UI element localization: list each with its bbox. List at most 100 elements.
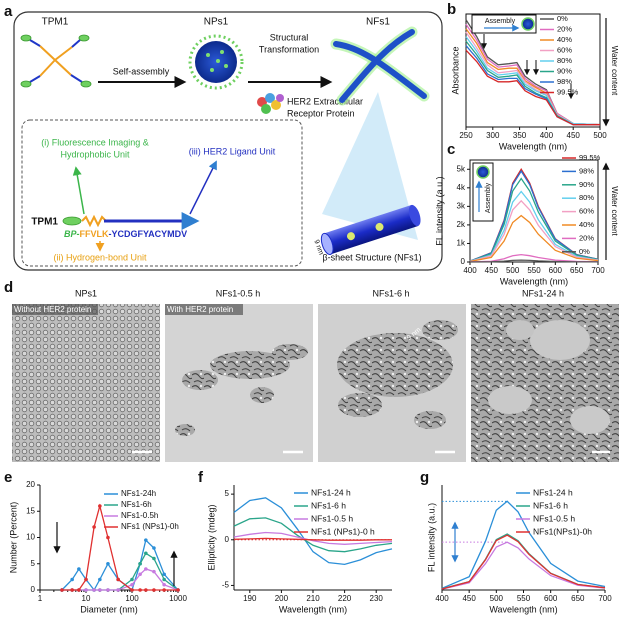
y-tick-label: 0 xyxy=(31,585,36,594)
marker xyxy=(130,582,134,587)
x-tick-label: 1 xyxy=(38,594,43,603)
marker xyxy=(77,567,81,571)
marker xyxy=(152,546,156,550)
x-tick-label: 700 xyxy=(591,266,605,275)
legend-label: 60% xyxy=(557,45,572,54)
annotation: Assembly xyxy=(485,18,516,25)
x-axis-label: Wavelength (nm) xyxy=(279,604,347,614)
marker xyxy=(92,525,96,529)
legend-label: NFs1-6 h xyxy=(533,500,568,510)
y-tick-label: 5 xyxy=(225,489,230,498)
y-axis-label: Number (Percent) xyxy=(8,502,18,574)
ffvlk-unit xyxy=(81,214,107,228)
marker xyxy=(162,588,166,592)
y-tick-label: 20 xyxy=(26,480,35,489)
marker xyxy=(144,588,148,592)
image-title: NFs1-6 h xyxy=(372,288,409,298)
label: TPM1 xyxy=(31,217,58,228)
label: (iii) HER2 Ligand Unit xyxy=(189,146,276,156)
label: HER2 Extracellular xyxy=(287,96,363,106)
cylinder xyxy=(320,204,421,255)
zoom-cone xyxy=(322,92,418,240)
marker xyxy=(116,588,120,592)
legend-label: 40% xyxy=(557,35,572,44)
series-line xyxy=(469,169,599,262)
x-tick-label: 700 xyxy=(598,594,612,603)
series-line xyxy=(233,537,392,541)
panel-label: d xyxy=(4,279,13,296)
legend-label: NFs1(NPs1)-0h xyxy=(533,526,592,536)
x-tick-label: 450 xyxy=(567,131,581,140)
x-tick-label: 450 xyxy=(485,266,499,275)
marker xyxy=(84,577,88,582)
legend-label: 99.5% xyxy=(579,153,601,162)
marker xyxy=(152,556,156,561)
x-tick-label: 400 xyxy=(435,594,449,603)
label: (ii) Hydrogen-bond Unit xyxy=(53,252,147,262)
y-tick-label: 1k xyxy=(457,239,466,248)
image-note: Without HER2 protein xyxy=(14,305,91,314)
marker xyxy=(176,588,180,592)
x-axis-label: Diameter (nm) xyxy=(80,604,138,614)
x-tick-label: 1000 xyxy=(169,594,187,603)
marker xyxy=(144,567,148,571)
y-tick-label: 5k xyxy=(457,164,466,173)
panel-a: TPM1 NPs1 NFs1 Self-assembly Structural … xyxy=(13,11,443,271)
series-line xyxy=(465,28,601,126)
sequence: BP-FFVLK-YCDGFYACYMDV xyxy=(64,229,187,239)
series-line xyxy=(61,538,179,592)
x-tick-label: 550 xyxy=(527,266,541,275)
arrow xyxy=(189,160,217,215)
marker xyxy=(116,577,120,582)
series-line xyxy=(441,533,606,590)
x-tick-label: 500 xyxy=(593,131,607,140)
panel-label: a xyxy=(4,3,13,20)
panel-label: c xyxy=(447,141,455,158)
y-tick-label: -5 xyxy=(222,581,230,590)
series-line xyxy=(469,214,599,263)
label: NFs1 xyxy=(366,17,390,28)
marker xyxy=(144,551,148,556)
bp-unit xyxy=(62,216,82,226)
series-line xyxy=(465,49,600,126)
label: Transformation xyxy=(259,44,319,54)
plot-frame xyxy=(465,13,601,128)
y-tick-label: 4k xyxy=(457,183,466,192)
legend-label: 20% xyxy=(579,233,594,242)
series-line xyxy=(465,40,600,126)
x-tick-label: 100 xyxy=(125,594,139,603)
legend-label: NFs1-0.5h xyxy=(121,511,158,520)
label: β-sheet Structure (NFs1) xyxy=(322,252,421,262)
legend-label: 98% xyxy=(557,77,572,86)
inset-sphere xyxy=(476,165,490,179)
y-tick-label: 2k xyxy=(457,220,466,229)
legend-label: 0% xyxy=(579,247,590,256)
marker xyxy=(106,561,110,566)
annotation: Assembly xyxy=(485,182,492,213)
sequence-part: BP- xyxy=(64,229,80,239)
legend-label: NFs1 (NPs1)-0 h xyxy=(311,526,375,536)
image-note: With HER2 protein xyxy=(167,305,233,314)
panel-frame xyxy=(13,11,443,271)
x-tick-label: 220 xyxy=(338,594,352,603)
series-line xyxy=(233,531,393,545)
series-line xyxy=(233,517,393,553)
series-line xyxy=(465,23,601,126)
x-tick-label: 600 xyxy=(544,594,558,603)
marker xyxy=(77,588,81,592)
x-axis-label: Wavelength (nm) xyxy=(499,141,567,151)
marker xyxy=(130,577,134,582)
legend-label: NFs1-6h xyxy=(121,500,152,509)
label: Self-assembly xyxy=(113,66,170,76)
legend-label: 90% xyxy=(557,66,572,75)
series-line xyxy=(61,552,179,591)
series-line xyxy=(469,177,599,262)
series-line xyxy=(61,503,178,591)
y-tick-label: 0 xyxy=(225,535,230,544)
marker xyxy=(92,588,96,592)
y-axis-label: Absorbance xyxy=(450,46,460,94)
series-line xyxy=(469,190,599,262)
x-tick-label: 190 xyxy=(243,594,257,603)
x-tick-label: 450 xyxy=(462,594,476,603)
x-tick-label: 400 xyxy=(463,266,477,275)
